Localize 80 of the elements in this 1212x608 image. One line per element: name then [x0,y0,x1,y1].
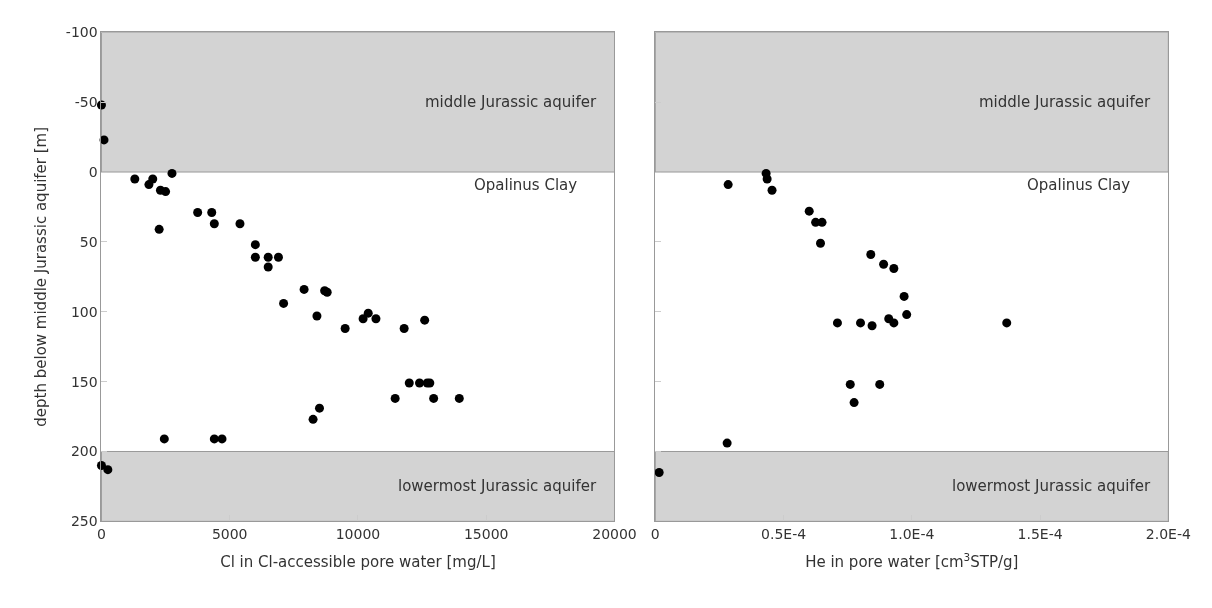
point [454,393,464,403]
point [250,240,260,250]
y-tick-label: 150 [70,373,98,390]
x-tick-label: 15000 [463,526,509,543]
point [154,224,164,234]
band-label: middle Jurassic aquifer [979,93,1151,111]
point [420,315,430,325]
x-tick-label: 1.0E-4 [889,526,935,543]
point [308,414,318,424]
point [867,321,877,331]
y-axis-title: depth below middle Jurassic aquifer [m] [32,126,51,427]
x-tick-label: 0 [650,526,660,543]
point [159,434,169,444]
point [167,168,177,178]
x-axis-title: Cl in Cl-accessible pore water [mg/L] [220,553,496,572]
x-axis-title: He in pore water [cm$^{3}$STP/g] [805,550,1019,572]
point [415,378,425,388]
point [148,174,158,184]
point [130,174,140,184]
point [250,252,260,262]
point [312,311,322,321]
point [767,185,777,195]
y-tick-label: -50 [74,94,98,111]
point [902,310,912,320]
point [762,174,772,184]
point [399,324,409,334]
y-tick-label: 50 [79,233,98,250]
x-tick-label: 1.5E-4 [1017,526,1063,543]
point [363,308,373,318]
point [273,252,283,262]
point [866,249,876,259]
point [429,393,439,403]
point [207,208,217,218]
point [889,318,899,328]
point [849,398,859,408]
point [299,284,309,294]
annotation: Opalinus Clay [1027,176,1131,194]
point [856,318,866,328]
x-tick-label: 2.0E-4 [1145,526,1191,543]
point [817,217,827,227]
point [654,467,664,477]
point [404,378,414,388]
point [879,259,889,269]
x-tick-label: 10000 [335,526,381,543]
y-tick-label: 100 [70,303,98,320]
y-tick-label: 0 [88,163,98,180]
point [279,298,289,308]
point [889,263,899,273]
point [193,208,203,218]
point [816,238,825,248]
point [722,438,732,448]
point [217,434,227,444]
y-tick-label: -100 [65,24,98,41]
point [875,379,885,389]
point [103,465,113,475]
point [235,219,245,229]
x-tick-label: 20000 [592,526,637,543]
point [209,434,219,444]
band-label: lowermost Jurassic aquifer [952,477,1151,495]
point [263,252,273,262]
x-tick-label: 5000 [211,526,248,543]
point [723,180,733,190]
point [263,262,273,272]
y-tick-label: 250 [70,513,98,530]
x-tick-label: 0.5E-4 [761,526,807,543]
point [1002,318,1012,328]
point [832,318,842,328]
point [390,393,400,403]
band-label: lowermost Jurassic aquifer [398,477,597,495]
point [804,206,814,216]
point [209,219,219,229]
band-label: middle Jurassic aquifer [425,93,597,111]
point [161,187,171,197]
point [899,291,909,301]
point [845,379,855,389]
point [340,324,350,334]
point [371,314,381,324]
annotation: Opalinus Clay [474,176,578,194]
y-tick-label: 200 [70,443,98,460]
point [314,403,324,413]
